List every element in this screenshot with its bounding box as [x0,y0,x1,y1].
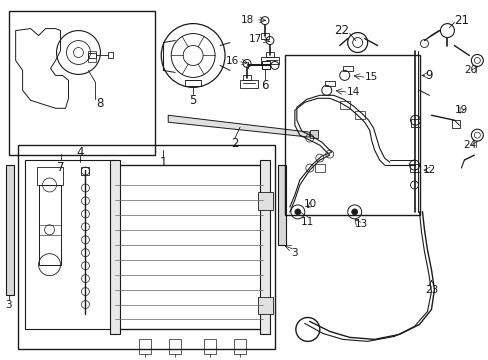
Bar [408,164,419,172]
Text: 3: 3 [291,248,298,258]
Bar [88,50,96,62]
Bar [24,160,114,329]
Bar [261,58,278,64]
Bar [277,165,285,245]
Bar [309,130,317,138]
Text: 22: 22 [333,24,348,37]
Text: 6: 6 [261,79,268,92]
Text: 10: 10 [304,199,317,209]
Bar [285,55,419,215]
Text: 7: 7 [57,161,64,174]
Bar [110,160,120,334]
Bar [410,119,420,127]
Bar [37,167,62,185]
Bar [18,145,274,349]
Bar [6,165,14,294]
Bar [314,164,324,172]
Text: 14: 14 [346,87,360,97]
Bar [354,111,364,119]
Bar [265,53,273,58]
Text: 11: 11 [301,217,314,227]
Bar [139,339,151,354]
Text: 4: 4 [77,145,84,159]
Text: 1: 1 [159,156,166,168]
Text: 17: 17 [248,33,261,44]
Text: 19: 19 [454,105,467,115]
Bar [234,339,245,354]
Bar [324,81,334,86]
Text: 23: 23 [424,284,437,294]
Bar [451,120,459,128]
Bar [262,62,269,69]
Text: 9: 9 [425,69,432,82]
Text: 8: 8 [97,97,104,110]
Bar [9,11,155,155]
Bar [88,54,96,58]
Bar [169,339,181,354]
Bar [260,160,269,334]
Bar [81,167,89,175]
Circle shape [351,209,357,215]
Polygon shape [168,115,309,137]
Bar [115,165,263,329]
Text: 3: 3 [5,300,12,310]
Text: 18: 18 [240,15,253,24]
Bar [243,75,250,80]
Text: 21: 21 [453,14,468,27]
Bar [258,297,272,315]
Text: 24: 24 [463,140,476,150]
Bar [240,80,258,88]
Text: 13: 13 [354,219,367,229]
Bar [108,53,113,58]
Text: 15: 15 [364,72,378,82]
Bar [342,67,352,71]
Text: 12: 12 [422,165,435,175]
Circle shape [294,209,300,215]
Text: 2: 2 [231,137,238,150]
Text: 16: 16 [225,57,238,67]
Text: 5: 5 [189,94,197,107]
Bar [261,32,268,39]
Bar [339,101,349,109]
Bar [39,185,61,265]
Bar [258,192,272,210]
Bar [203,339,216,354]
Text: 20: 20 [463,66,476,76]
